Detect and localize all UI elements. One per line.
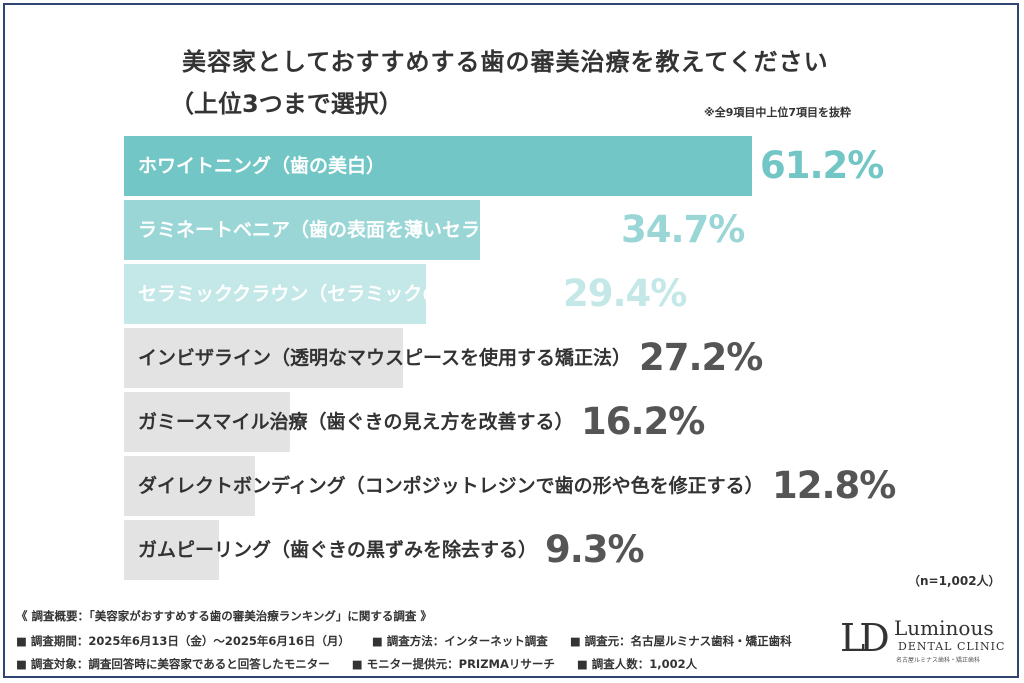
- bar-row: ガムピーリング（歯ぐきの黒ずみを除去する） 9.3%: [124, 520, 1004, 580]
- bar-value-label: 61.2%: [760, 144, 884, 187]
- bar-value-label: 12.8%: [772, 464, 896, 507]
- bar: [124, 456, 256, 516]
- survey-provider: ■ モニター提供元：PRIZMAリサーチ: [351, 657, 555, 671]
- bar-label: ダイレクトボンディング（コンポジットレジンで歯の形や色を修正する）: [138, 475, 764, 497]
- bar-value-label: 9.3%: [545, 528, 645, 571]
- bar: [124, 328, 404, 388]
- bar-row: セラミッククラウン（セラミックの歯の被せ物） 29.4%: [124, 264, 1004, 324]
- chart-frame: [3, 3, 1019, 678]
- sample-size-label: （n=1,002人）: [908, 574, 1001, 588]
- chart-note: ※全9項目中上位7項目を抜粋: [704, 106, 852, 119]
- bar-label: インビザライン（透明なマウスピースを使用する矯正法）: [138, 347, 632, 369]
- chart-title: 美容家としておすすめする歯の審美治療を教えてください: [182, 48, 829, 76]
- bar-label: ラミネートベニア（歯の表面を薄いセラミックで覆う）: [138, 219, 614, 241]
- chart-subtitle: （上位3つまで選択）: [170, 90, 403, 118]
- bar-row: インビザライン（透明なマウスピースを使用する矯正法） 27.2%: [124, 328, 1004, 388]
- bar: [124, 520, 220, 580]
- bar-value-label: 34.7%: [621, 208, 745, 251]
- bar-value-label: 29.4%: [563, 272, 687, 315]
- survey-count: ■ 調査人数：1,002人: [576, 657, 698, 671]
- logo-name: Luminous: [894, 616, 994, 640]
- bar-value-label: 27.2%: [639, 336, 763, 379]
- bar-label: ホワイトニング（歯の美白）: [138, 155, 386, 177]
- bar-label: ガミースマイル治療（歯ぐきの見え方を改善する）: [138, 411, 574, 433]
- survey-period: ■ 調査期間：2025年6月13日（金）〜2025年6月16日（月）: [16, 634, 350, 648]
- bar: [124, 392, 291, 452]
- bar-value-label: 16.2%: [581, 400, 705, 443]
- bar-row: ホワイトニング（歯の美白） 61.2%: [124, 136, 1004, 196]
- survey-details-line-1: ■ 調査期間：2025年6月13日（金）〜2025年6月16日（月） ■ 調査方…: [16, 633, 810, 649]
- survey-method: ■ 調査方法：インターネット調査: [371, 634, 548, 648]
- survey-details-line-2: ■ 調査対象：調査回答時に美容家であると回答したモニター ■ モニター提供元：P…: [16, 656, 715, 672]
- logo-mark: LD: [840, 616, 890, 660]
- bar: [124, 264, 426, 324]
- bar-label: ガムピーリング（歯ぐきの黒ずみを除去する）: [138, 539, 538, 561]
- survey-summary: 《 調査概要：「美容家がおすすめする歯の審美治療ランキング」に関する調査 》: [16, 609, 432, 623]
- bar-row: ダイレクトボンディング（コンポジットレジンで歯の形や色を修正する） 12.8%: [124, 456, 1004, 516]
- bar-label: セラミッククラウン（セラミックの歯の被せ物）: [138, 283, 556, 305]
- survey-target: ■ 調査対象：調査回答時に美容家であると回答したモニター: [16, 657, 330, 671]
- logo-subtitle: DENTAL CLINIC: [898, 640, 1006, 653]
- clinic-logo: LD Luminous DENTAL CLINIC 名古屋ルミナス歯科・矯正歯科: [836, 612, 1006, 668]
- logo-tagline: 名古屋ルミナス歯科・矯正歯科: [896, 657, 981, 664]
- bar: [124, 136, 752, 196]
- survey-source: ■ 調査元：名古屋ルミナス歯科・矯正歯科: [569, 634, 792, 648]
- bar-row: ラミネートベニア（歯の表面を薄いセラミックで覆う） 34.7%: [124, 200, 1004, 260]
- bar: [124, 200, 481, 260]
- bar-row: ガミースマイル治療（歯ぐきの見え方を改善する） 16.2%: [124, 392, 1004, 452]
